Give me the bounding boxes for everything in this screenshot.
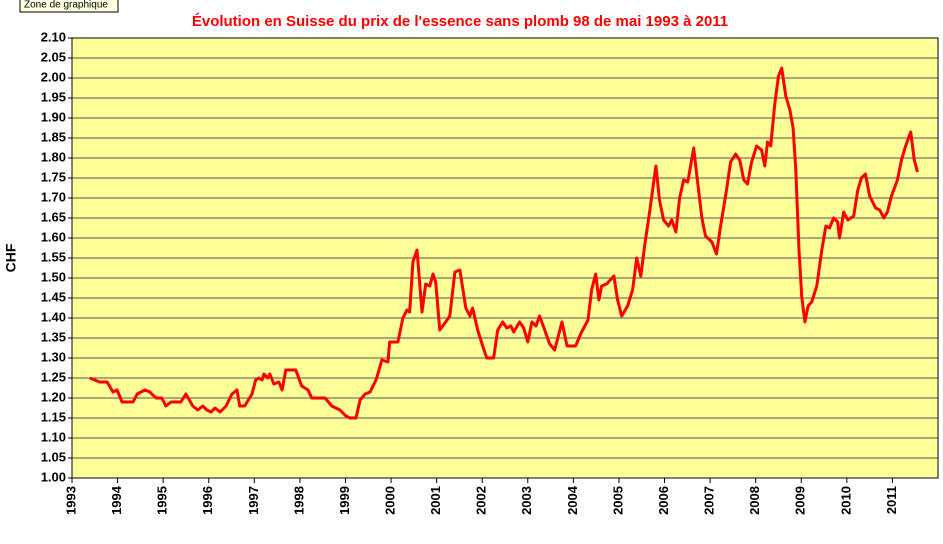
chart-title: Évolution en Suisse du prix de l'essence… — [192, 13, 728, 30]
y-tick-label: 1.90 — [41, 109, 66, 124]
x-tick-label: 2007 — [702, 486, 717, 515]
plot-border — [71, 37, 939, 479]
y-tick-label: 1.45 — [41, 289, 66, 304]
y-tick-label: 1.80 — [41, 149, 66, 164]
x-tick-label: 2004 — [565, 485, 580, 515]
y-tick-label: 1.65 — [41, 209, 66, 224]
y-tick-label: 1.05 — [41, 449, 66, 464]
x-tick-label: 2005 — [610, 486, 625, 515]
y-tick-label: 1.75 — [41, 169, 66, 184]
x-tick-label: 2008 — [747, 486, 762, 515]
y-tick-label: 1.20 — [41, 389, 66, 404]
x-tick-label: 2006 — [656, 486, 671, 515]
y-tick-label: 1.10 — [41, 429, 66, 444]
x-tick-label: 2000 — [382, 486, 397, 515]
y-tick-label: 1.15 — [41, 409, 66, 424]
y-tick-label: 1.70 — [41, 189, 66, 204]
y-tick-label: 1.00 — [41, 469, 66, 484]
y-axis-label: CHF — [3, 243, 19, 272]
tooltip: Zone de graphique — [19, 0, 119, 13]
x-tick-label: 1993 — [63, 486, 78, 515]
x-tick-label: 1996 — [200, 486, 215, 515]
data-line — [89, 66, 919, 420]
tooltip-box — [19, 0, 119, 13]
x-tick-label: 1998 — [291, 486, 306, 515]
y-tick-label: 1.55 — [41, 249, 66, 264]
x-tick-label: 2009 — [793, 486, 808, 515]
x-tick-label: 2002 — [474, 486, 489, 515]
y-tick-label: 1.60 — [41, 229, 66, 244]
x-tick-label: 1997 — [246, 486, 261, 515]
y-tick-label: 1.85 — [41, 129, 66, 144]
y-tick-label: 2.10 — [41, 29, 66, 44]
x-tick-label: 1999 — [337, 486, 352, 515]
y-tick-label: 1.50 — [41, 269, 66, 284]
y-tick-label: 1.30 — [41, 349, 66, 364]
x-tick-label: 1994 — [109, 485, 124, 515]
y-tick-label: 1.25 — [41, 369, 66, 384]
y-tick-label: 2.00 — [41, 69, 66, 84]
y-tick-label: 2.05 — [41, 49, 66, 64]
y-tick-label: 1.95 — [41, 89, 66, 104]
x-tick-label: 2001 — [428, 486, 443, 515]
x-tick-label: 2003 — [519, 486, 534, 515]
y-tick-label: 1.35 — [41, 329, 66, 344]
x-tick-label: 2010 — [838, 486, 853, 515]
y-tick-label: 1.40 — [41, 309, 66, 324]
tooltip-text: Zone de graphique — [24, 0, 108, 11]
x-tick-label: 1995 — [155, 486, 170, 515]
x-tick-label: 2011 — [884, 486, 899, 514]
